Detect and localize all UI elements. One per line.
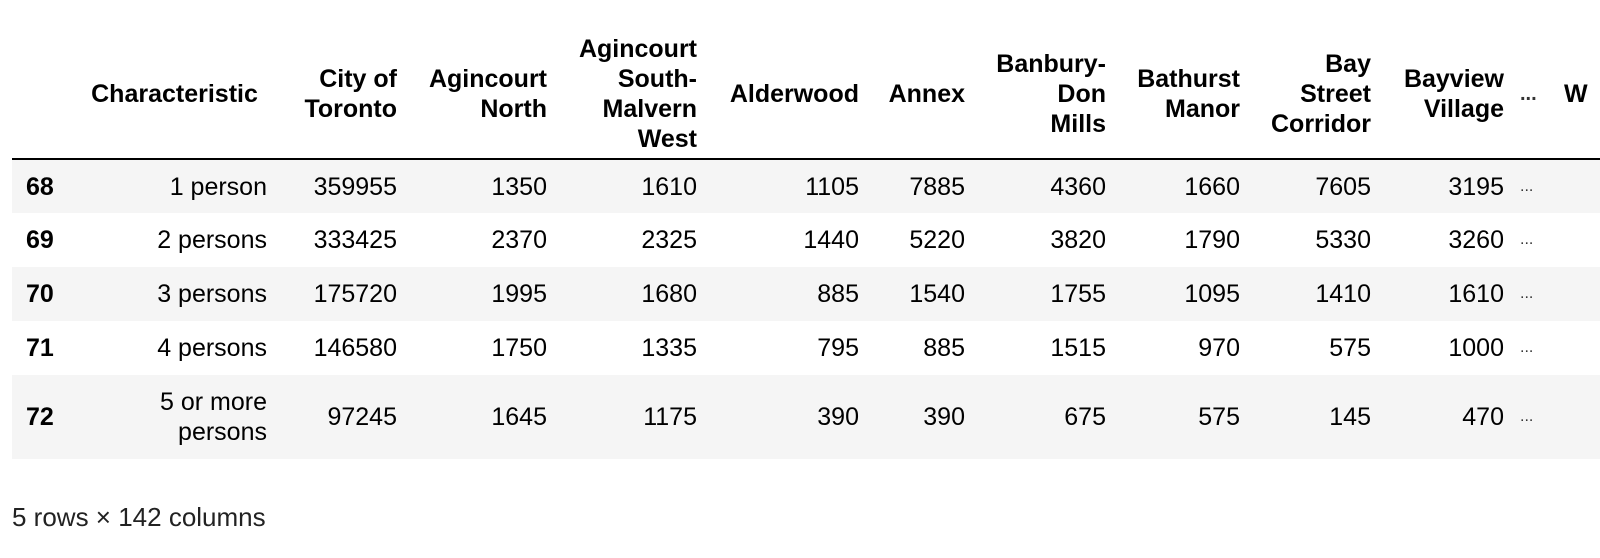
table-cell: 1610 (1448, 280, 1504, 308)
table-cell: 1095 (1184, 280, 1240, 308)
column-ellipsis: ... (1514, 30, 1554, 160)
column-header: Characteristic (72, 30, 277, 160)
column-header: Bay Street Corridor (1250, 30, 1381, 160)
cell-ellipsis: ... (1520, 339, 1534, 356)
table-cell: 1000 (1448, 334, 1504, 362)
row-index: 68 (26, 172, 54, 201)
row-index: 72 (26, 403, 54, 431)
column-header: Banbury- Don Mills (975, 30, 1116, 160)
table-cell: 1105 (805, 172, 859, 201)
table-body: 68 1 person 359955 1350 1610 1105 7885 4360 1660… (12, 159, 1600, 459)
table-cell: 470 (1462, 403, 1504, 431)
table-cell: 2325 (641, 226, 697, 254)
column-header: Agincourt South- Malvern West (557, 30, 707, 160)
table-cell: 575 (1198, 403, 1240, 431)
table-cell: 675 (1064, 403, 1106, 431)
table-cell: 3 persons (157, 280, 267, 308)
row-index: 71 (26, 334, 54, 362)
table-row: 70 3 persons 175720 1995 1680 885 1540 1755 1095… (12, 267, 1600, 321)
table-cell: 3260 (1448, 226, 1504, 254)
table-cell: 146580 (313, 334, 397, 362)
table-cell-clipped (1554, 159, 1600, 213)
cell-ellipsis: ... (1520, 231, 1534, 248)
cell-ellipsis: ... (1520, 408, 1534, 425)
row-index: 70 (26, 280, 54, 308)
index-header (12, 30, 72, 160)
table-cell: 1660 (1184, 172, 1240, 201)
table-cell: 175720 (313, 280, 397, 308)
column-header: Bathurst Manor (1116, 30, 1250, 160)
header-row: Characteristic City of Toronto Agincourt N… (12, 30, 1600, 160)
dataframe-shape-summary: 5 rows × 142 columns (12, 502, 266, 532)
table-cell: 1515 (1050, 334, 1106, 362)
table-cell: 3820 (1050, 226, 1106, 254)
dataframe-output: Characteristic City of Toronto Agincourt N… (12, 30, 1600, 476)
table-cell: 3195 (1448, 172, 1504, 201)
dataframe-table: Characteristic City of Toronto Agincourt N… (12, 30, 1600, 459)
column-header: Agincourt North (407, 30, 557, 160)
table-cell: 1995 (491, 280, 547, 308)
table-cell-clipped (1554, 321, 1600, 375)
table-cell: 1440 (803, 226, 859, 254)
column-header: Bayview Village (1381, 30, 1514, 160)
table-cell: 7605 (1315, 172, 1371, 201)
table-cell-clipped (1554, 213, 1600, 267)
row-index: 69 (26, 226, 54, 254)
column-header: Alderwood (707, 30, 869, 160)
cell-ellipsis: ... (1520, 177, 1534, 195)
table-cell: 2 persons (157, 226, 267, 254)
table-cell: 1750 (491, 334, 547, 362)
table-row: 69 2 persons 333425 2370 2325 1440 5220 3820 179… (12, 213, 1600, 267)
table-cell-clipped (1554, 267, 1600, 321)
table-cell: 1755 (1050, 280, 1106, 308)
table-cell: 333425 (313, 226, 397, 254)
table-cell: 575 (1329, 334, 1371, 362)
table-cell: 5330 (1315, 226, 1371, 254)
table-cell: 1610 (641, 172, 697, 201)
table-cell: 1790 (1184, 226, 1240, 254)
table-cell: 885 (923, 334, 965, 362)
table-cell: 885 (817, 280, 859, 308)
table-cell: 795 (817, 334, 859, 362)
table-cell: 5220 (909, 226, 965, 254)
table-cell: 97245 (327, 403, 397, 431)
table-cell: 970 (1198, 334, 1240, 362)
table-cell: 7885 (909, 172, 965, 201)
table-cell: 1410 (1315, 280, 1371, 308)
table-row: 72 5 or more persons 97245 1645 1175 390 390 67… (12, 375, 1600, 459)
cell-ellipsis: ... (1520, 285, 1534, 302)
table-cell: 359955 (313, 172, 397, 201)
table-cell: 4360 (1050, 172, 1106, 201)
table-cell: 1 person (169, 172, 267, 201)
table-cell: 390 (923, 403, 965, 431)
table-row: 71 4 persons 146580 1750 1335 795 885 1515 970 57… (12, 321, 1600, 375)
table-cell: 4 persons (157, 334, 267, 362)
table-cell: 1680 (641, 280, 697, 308)
table-cell: 1175 (643, 403, 697, 431)
table-row: 68 1 person 359955 1350 1610 1105 7885 4360 1660… (12, 159, 1600, 213)
table-cell: 145 (1329, 403, 1371, 431)
column-header: City of Toronto (277, 30, 407, 160)
table-cell: 2370 (491, 226, 547, 254)
table-cell: 1350 (491, 172, 547, 201)
table-cell-clipped (1554, 375, 1600, 459)
column-header: W (1554, 30, 1600, 160)
table-cell: 1335 (641, 334, 697, 362)
column-header: Annex (869, 30, 975, 160)
table-cell: 5 or more persons (160, 388, 267, 446)
table-cell: 1540 (909, 280, 965, 308)
table-cell: 390 (817, 403, 859, 431)
table-cell: 1645 (491, 403, 547, 431)
